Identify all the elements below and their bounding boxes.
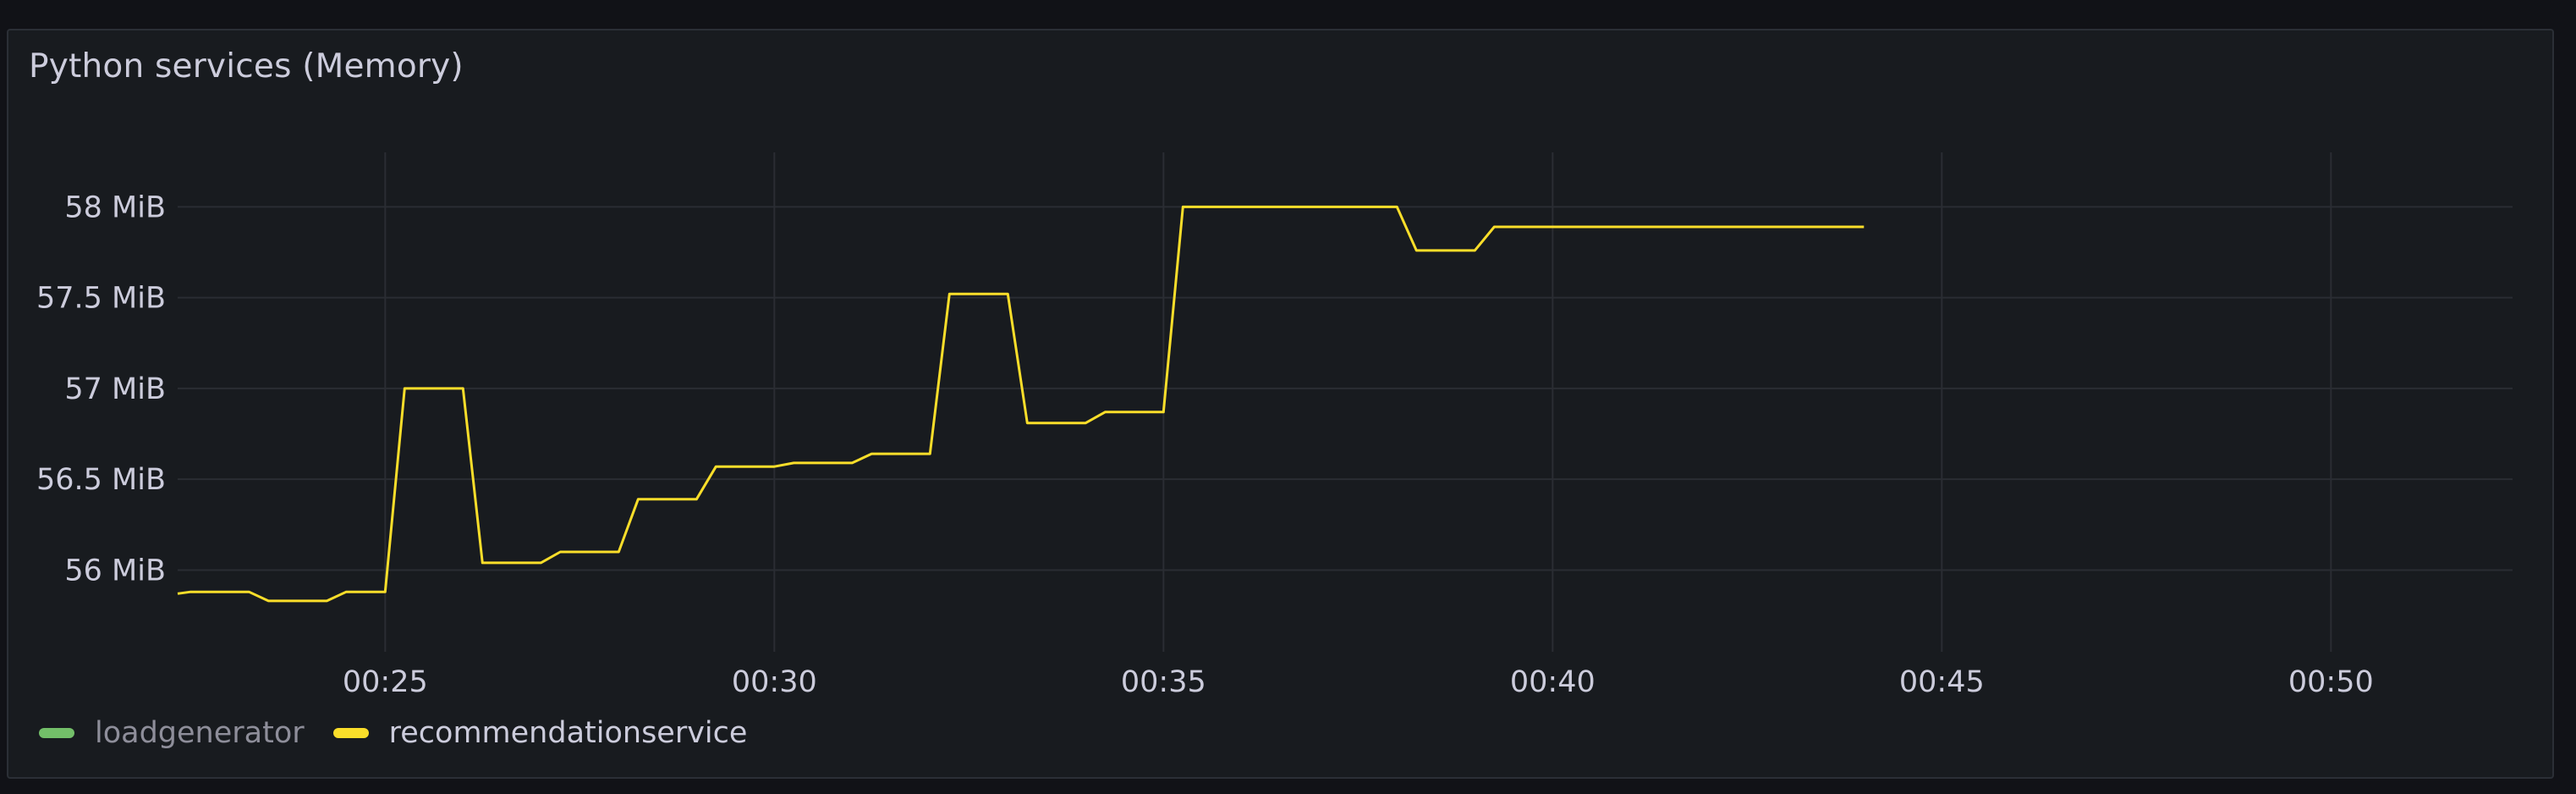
grid xyxy=(178,152,2513,652)
plot-area[interactable] xyxy=(177,205,1865,603)
x-tick-label: 00:25 xyxy=(343,665,428,699)
series-line-recommendationservice[interactable] xyxy=(177,205,1865,603)
legend-swatch-icon xyxy=(332,728,369,738)
x-tick-label: 00:50 xyxy=(2288,665,2374,699)
y-tick-label: 57.5 MiB xyxy=(36,282,166,316)
y-tick-label: 58 MiB xyxy=(64,190,166,224)
y-tick-label: 57 MiB xyxy=(64,372,166,406)
legend-swatch-icon xyxy=(39,728,74,738)
legend-label: loadgenerator xyxy=(95,716,305,750)
x-tick-label: 00:45 xyxy=(1899,665,1985,699)
legend-item-loadgenerator[interactable]: loadgenerator xyxy=(39,716,305,750)
legend-item-recommendationservice[interactable]: recommendationservice xyxy=(332,716,748,750)
x-axis: 00:25 00:30 00:35 00:40 00:45 00:50 xyxy=(343,665,2374,699)
y-tick-label: 56 MiB xyxy=(64,554,166,587)
x-tick-label: 00:30 xyxy=(732,665,817,699)
legend: loadgenerator recommendationservice xyxy=(39,716,776,750)
panel xyxy=(7,29,2554,779)
y-axis: 56 MiB 56.5 MiB 57 MiB 57.5 MiB 58 MiB xyxy=(36,190,166,587)
panel-title[interactable]: Python services (Memory) xyxy=(29,47,464,85)
legend-label: recommendationservice xyxy=(388,716,748,750)
y-tick-label: 56.5 MiB xyxy=(36,463,166,497)
x-tick-label: 00:40 xyxy=(1510,665,1596,699)
x-tick-label: 00:35 xyxy=(1121,665,1206,699)
